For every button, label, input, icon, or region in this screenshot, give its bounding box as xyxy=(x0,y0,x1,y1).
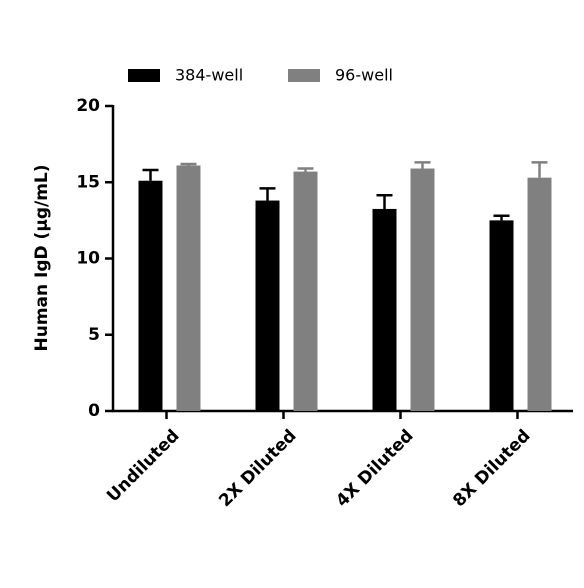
bar xyxy=(527,177,552,411)
legend-label: 96-well xyxy=(335,66,393,85)
error-bar xyxy=(414,161,431,169)
y-axis-label: Human IgD (µg/mL) xyxy=(32,164,52,351)
y-tick-label: 5 xyxy=(88,325,100,345)
error-bar xyxy=(493,214,510,221)
y-tick-label: 15 xyxy=(76,172,100,192)
x-tick-label: 2X Diluted xyxy=(215,426,300,511)
error-bar xyxy=(142,168,159,181)
bar xyxy=(293,171,318,411)
legend-swatch xyxy=(128,69,160,82)
y-tick-label: 20 xyxy=(76,96,100,116)
x-tick-label: 8X Diluted xyxy=(449,426,534,511)
legend-label: 384-well xyxy=(175,66,243,85)
error-bar xyxy=(376,193,393,209)
bar xyxy=(372,208,397,411)
bar xyxy=(410,168,435,411)
error-bar xyxy=(180,162,197,166)
x-tick-label: Undiluted xyxy=(103,426,183,506)
error-bar xyxy=(259,187,276,201)
error-bar xyxy=(531,161,548,178)
y-tick-label: 0 xyxy=(88,401,100,421)
bar xyxy=(489,220,514,411)
bar xyxy=(176,165,201,411)
bar xyxy=(255,200,280,411)
legend-swatch xyxy=(288,69,320,82)
bar xyxy=(138,180,163,411)
x-tick-label: 4X Diluted xyxy=(332,426,417,511)
y-tick-label: 10 xyxy=(76,249,100,269)
error-bar xyxy=(297,167,314,172)
